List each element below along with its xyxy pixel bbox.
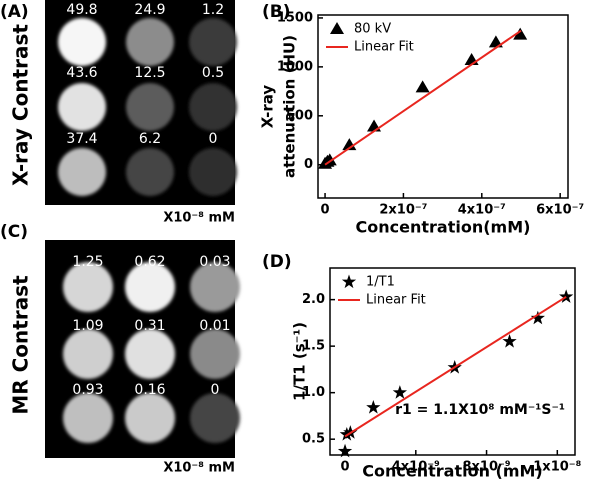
annotation: r1 = 1.1X10⁸ mM⁻¹S⁻¹ [395, 402, 565, 418]
fit-line [324, 29, 522, 166]
data-point [464, 53, 479, 66]
sample-value: 1.25 [72, 254, 103, 270]
panel-label: (C) [0, 222, 28, 242]
panel-label: (D) [262, 252, 292, 272]
sample-spot [189, 83, 237, 131]
y-tick-label: 1.0 [302, 385, 325, 400]
sample-value: 6.2 [139, 131, 161, 147]
sample-spot [58, 83, 106, 131]
side-label: X-ray Contrast [9, 24, 33, 186]
sample-value: 43.6 [66, 65, 97, 81]
sample-value: 0 [209, 131, 218, 147]
data-point [559, 289, 574, 303]
unit-label: X10⁻⁸ mM [163, 461, 235, 476]
y-axis-label: attenuation (HU) [281, 35, 299, 178]
sample-value: 0.5 [202, 65, 224, 81]
data-point [392, 385, 408, 399]
sample-spot [190, 262, 240, 312]
side-label: MR Contrast [9, 275, 33, 415]
x-axis-label: Concentration(mM) [356, 218, 531, 237]
data-point [339, 427, 354, 441]
sample-spot [189, 18, 237, 66]
sample-value: 0.62 [134, 254, 165, 270]
x-tick-label: 4x10⁻⁹ [392, 460, 440, 475]
y-tick-label: 2.0 [302, 292, 325, 307]
sample-spot [125, 393, 175, 443]
legend-label: Linear Fit [354, 40, 414, 55]
data-point [342, 138, 357, 151]
sample-spot [126, 148, 174, 196]
data-point [415, 80, 430, 93]
data-point [337, 443, 353, 458]
sample-spot [126, 18, 174, 66]
sample-spot [125, 262, 175, 312]
y-tick-label: 0.5 [302, 432, 325, 447]
sample-value: 49.8 [66, 2, 97, 18]
sample-value: 1.09 [72, 318, 103, 334]
y-tick-label: 500 [286, 108, 313, 123]
sample-value: 0.16 [134, 382, 165, 398]
sample-spot [58, 148, 106, 196]
y-axis-label: X-ray [259, 85, 277, 129]
y-axis-label: 1/T1 (s⁻¹) [291, 322, 309, 401]
sample-spot [63, 393, 113, 443]
unit-label: X10⁻⁸ mM [163, 211, 235, 226]
x-tick-label: 0 [321, 203, 330, 218]
sample-spot [190, 329, 240, 379]
x-tick-label: 0 [341, 460, 350, 475]
sample-value: 24.9 [134, 2, 165, 18]
sample-value: 12.5 [134, 65, 165, 81]
panel-label: (A) [0, 2, 29, 22]
data-point [513, 27, 528, 40]
y-tick-label: 1000 [277, 59, 313, 74]
sample-value: 1.2 [202, 2, 224, 18]
sample-spot [189, 148, 237, 196]
sample-spot [126, 83, 174, 131]
data-point [502, 334, 517, 348]
legend-marker [341, 274, 357, 289]
x-tick-label: 8x10⁻⁹ [463, 460, 511, 475]
legend-label: 1/T1 [366, 275, 395, 290]
sample-spot [58, 18, 106, 66]
plot-frame [329, 267, 576, 456]
sample-spot [190, 393, 240, 443]
sample-spot [63, 262, 113, 312]
panel-label: (B) [262, 2, 291, 22]
legend-label: 80 kV [354, 22, 391, 37]
sample-value: 0.93 [72, 382, 103, 398]
x-tick-label: 4x10⁻⁷ [458, 203, 506, 218]
sample-spot [63, 329, 113, 379]
data-point [367, 119, 382, 132]
y-tick-label: 0 [304, 157, 313, 172]
sample-value: 0.03 [199, 254, 230, 270]
x-tick-label: 2x10⁻⁷ [379, 203, 427, 218]
data-point [366, 400, 381, 414]
y-tick-label: 1.5 [302, 339, 325, 354]
x-tick-label: 1x10⁻⁸ [533, 460, 581, 475]
plot-frame [317, 14, 569, 199]
sample-spot [125, 329, 175, 379]
legend-marker [330, 22, 344, 34]
x-axis-label: Concentration (mM) [362, 462, 543, 481]
sample-value: 0.01 [199, 318, 230, 334]
x-tick-label: 6x10⁻⁷ [536, 203, 584, 218]
sample-value: 37.4 [66, 131, 97, 147]
sample-value: 0.31 [134, 318, 165, 334]
fit-line [344, 295, 567, 438]
legend-label: Linear Fit [366, 293, 426, 308]
data-point [530, 310, 545, 325]
data-point [322, 153, 337, 166]
y-tick-label: 1500 [277, 10, 313, 25]
sample-value: 0 [211, 382, 220, 398]
